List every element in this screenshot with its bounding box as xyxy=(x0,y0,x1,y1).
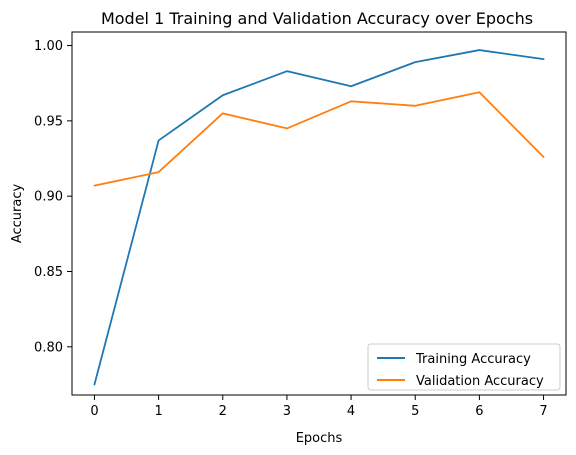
x-tick-label: 6 xyxy=(475,404,483,419)
y-tick-label: 0.80 xyxy=(34,340,63,355)
y-axis-ticks: 0.80 0.85 0.90 0.95 1.00 xyxy=(34,39,72,355)
plot-area: 0 1 2 3 4 5 6 7 0.80 0.85 0.90 0.95 1.00 xyxy=(34,31,567,419)
y-axis-label: Accuracy xyxy=(10,184,25,244)
x-axis-label: Epochs xyxy=(296,431,343,446)
x-tick-label: 2 xyxy=(219,404,227,419)
x-tick-label: 5 xyxy=(411,404,419,419)
x-tick-label: 3 xyxy=(283,404,291,419)
validation-accuracy-line xyxy=(93,91,545,187)
x-tick-label: 0 xyxy=(90,404,98,419)
x-tick-label: 1 xyxy=(154,404,162,419)
x-axis-ticks: 0 1 2 3 4 5 6 7 xyxy=(90,395,548,419)
plot-frame xyxy=(71,31,567,396)
y-tick-label: 1.00 xyxy=(34,39,63,54)
y-tick-label: 0.95 xyxy=(34,114,63,129)
training-accuracy-line xyxy=(93,49,545,386)
y-tick-label: 0.85 xyxy=(34,265,63,280)
x-tick-label: 4 xyxy=(347,404,355,419)
series-layer xyxy=(93,49,545,386)
legend-label-training: Training Accuracy xyxy=(415,352,531,367)
legend: Training Accuracy Validation Accuracy xyxy=(367,343,561,391)
y-tick-label: 0.90 xyxy=(34,190,63,205)
chart-title: Model 1 Training and Validation Accuracy… xyxy=(101,9,533,28)
legend-box xyxy=(367,343,561,391)
legend-label-validation: Validation Accuracy xyxy=(416,374,544,389)
x-tick-label: 7 xyxy=(539,404,547,419)
